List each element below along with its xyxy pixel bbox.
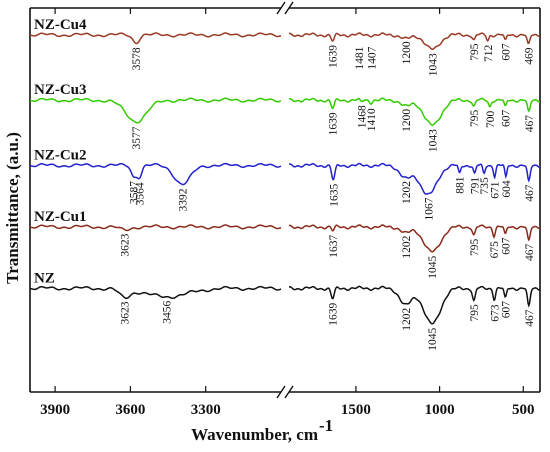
peak-label-nz-673: 673 — [489, 304, 501, 322]
peak-label-nz-cu4-3578: 3578 — [131, 47, 143, 70]
peak-label-nz-cu2-1635: 1635 — [328, 184, 340, 207]
series-line-nz-cu4-seg1 — [288, 32, 541, 51]
peak-label-nz-cu1-607: 607 — [500, 237, 512, 255]
peak-label-nz-cu4-469: 469 — [524, 47, 536, 65]
peak-label-nz-cu2-735: 735 — [479, 177, 491, 195]
peak-label-nz-cu4-1043: 1043 — [427, 53, 439, 76]
peak-label-nz-795: 795 — [469, 304, 481, 322]
x-axis-title: Wavenumber, cm -1 — [191, 416, 333, 444]
series-label-nz-cu1: NZ-Cu1 — [34, 209, 87, 225]
peak-label-nz-cu3-1410: 1410 — [366, 108, 378, 131]
series-line-nz-cu2-seg0 — [29, 162, 282, 186]
series-label-nz-cu2: NZ-Cu2 — [34, 147, 87, 163]
peak-label-nz-3623: 3623 — [120, 301, 132, 324]
x-tick-label-1000: 1000 — [425, 402, 455, 418]
series-line-nz-cu2-seg1 — [288, 162, 540, 195]
peak-label-nz-cu2-791: 791 — [470, 177, 482, 195]
series-line-nz-cu1-seg0 — [30, 224, 282, 232]
x-tick-label-1500: 1500 — [341, 402, 371, 418]
peak-label-nz-cu2-467: 467 — [524, 184, 536, 202]
peak-label-nz-cu3-3577: 3577 — [131, 126, 143, 149]
peak-label-nz-cu4-607: 607 — [500, 43, 512, 61]
axis-break-mark-0-0 — [276, 1, 286, 15]
series-line-nz-seg1 — [288, 285, 541, 325]
axis-break-mark-1-1 — [284, 385, 294, 399]
series-line-nz-seg0 — [29, 285, 282, 300]
peak-label-nz-cu2-881: 881 — [455, 176, 467, 194]
peak-label-nz-cu2-3392: 3392 — [178, 188, 190, 211]
x-tick-label-3600: 3600 — [115, 402, 145, 418]
peak-label-nz-1639: 1639 — [328, 302, 340, 325]
peak-label-nz-3456: 3456 — [162, 300, 174, 323]
x-tick-label-3300: 3300 — [191, 402, 221, 418]
peak-label-nz-cu1-675: 675 — [489, 241, 501, 259]
peak-label-nz-cu1-795: 795 — [469, 238, 481, 256]
series-label-nz: NZ — [34, 270, 55, 286]
series-label-nz-cu4: NZ-Cu4 — [34, 17, 87, 33]
peak-label-nz-cu1-1637: 1637 — [328, 235, 340, 258]
peak-label-nz-cu3-1200: 1200 — [401, 109, 413, 132]
peak-label-nz-cu4-1639: 1639 — [328, 45, 340, 68]
x-axis-title-exponent: -1 — [319, 416, 333, 435]
series-layer — [29, 32, 541, 325]
series-label-nz-cu3: NZ-Cu3 — [34, 82, 87, 98]
peak-label-nz-cu2-3564: 3564 — [134, 182, 146, 205]
peak-label-nz-467: 467 — [524, 309, 536, 327]
series-line-nz-cu3-seg0 — [30, 97, 282, 124]
peak-label-nz-cu2-1202: 1202 — [401, 181, 413, 204]
x-tick-label-500: 500 — [512, 402, 535, 418]
peak-label-nz-cu4-1481: 1481 — [354, 46, 366, 69]
peak-label-nz-cu1-1045: 1045 — [427, 256, 439, 279]
peak-label-nz-cu2-3587: 3587 — [129, 181, 141, 204]
peak-label-nz-607: 607 — [500, 301, 512, 319]
plot-axes — [29, 1, 541, 399]
peak-label-nz-cu3-607: 607 — [500, 109, 512, 127]
peak-label-nz-cu3-795: 795 — [469, 110, 481, 128]
series-line-nz-cu1-seg1 — [288, 224, 541, 253]
peak-label-nz-cu2-671: 671 — [490, 181, 502, 199]
series-line-nz-cu3-seg1 — [288, 97, 541, 126]
peak-label-nz-1202: 1202 — [401, 307, 413, 330]
peak-label-nz-cu3-700: 700 — [485, 110, 497, 128]
axis-break-mark-0-1 — [284, 1, 294, 15]
x-axis-title-text: Wavenumber, cm — [191, 425, 318, 444]
peak-label-nz-cu1-3623: 3623 — [120, 233, 132, 256]
peak-label-nz-cu3-467: 467 — [524, 115, 536, 133]
peak-label-nz-cu4-1407: 1407 — [367, 46, 379, 69]
axis-break-mark-1-0 — [276, 385, 286, 399]
peak-label-nz-1045: 1045 — [427, 328, 439, 351]
peak-label-nz-cu3-1043: 1043 — [427, 129, 439, 152]
peak-label-nz-cu2-1067: 1067 — [423, 197, 435, 220]
peak-label-nz-cu4-712: 712 — [483, 45, 495, 63]
peak-label-nz-cu4-795: 795 — [469, 43, 481, 61]
peak-label-nz-cu2-604: 604 — [501, 180, 513, 198]
peak-label-nz-cu3-1468: 1468 — [356, 105, 368, 128]
peak-label-nz-cu1-1202: 1202 — [401, 235, 413, 258]
peak-label-nz-cu3-1639: 1639 — [328, 112, 340, 135]
series-line-nz-cu4-seg0 — [30, 32, 282, 45]
peak-label-nz-cu1-467: 467 — [524, 244, 536, 261]
tick-labels-layer: 3900 3600 3300 1500 1000 500 — [40, 402, 534, 418]
x-tick-label-3900: 3900 — [40, 402, 70, 418]
y-axis-title: Transmittance, (a.u.) — [3, 132, 22, 284]
peak-label-nz-cu4-1200: 1200 — [401, 41, 413, 64]
